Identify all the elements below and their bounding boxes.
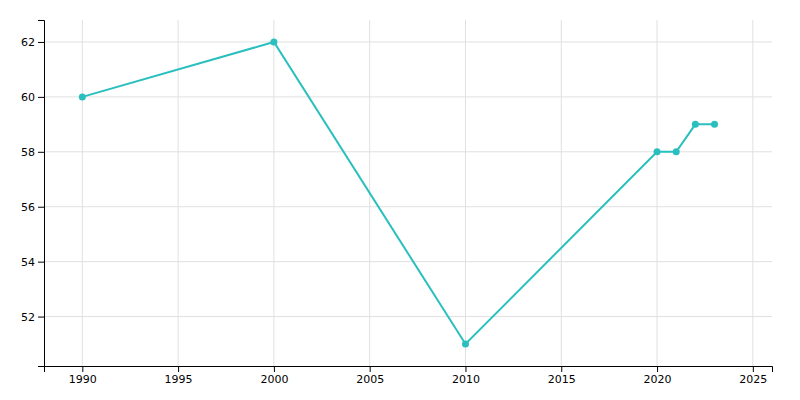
grid-line-x [465, 20, 466, 366]
grid-line-y [44, 316, 772, 317]
chart: 1990 1995 2000 2005 2010 2015 2020 2025 52 54 56 58… [0, 0, 800, 400]
x-axis: 1990 1995 2000 2005 2010 2015 2020 2025 [45, 366, 773, 386]
x-axis-line [45, 367, 773, 373]
point [462, 341, 469, 348]
grid-line-x [561, 20, 562, 366]
y-tick-label: 56 [21, 201, 35, 214]
x-tick-label: 2005 [356, 373, 384, 386]
x-tick-label: 2015 [548, 373, 576, 386]
grid-line-y [44, 261, 772, 262]
y-tick-label: 62 [21, 36, 35, 49]
y-tick-mark [38, 97, 44, 98]
grid-line-x [273, 20, 274, 366]
x-tick: 2015 [548, 366, 576, 386]
x-tick-label: 2000 [260, 373, 288, 386]
y-tick-mark [38, 42, 44, 43]
x-tick-mark [178, 366, 179, 372]
x-tick: 1995 [165, 366, 193, 386]
y-axis: 52 54 56 58 60 62 [21, 21, 45, 367]
y-tick: 60 [21, 91, 44, 104]
plot: 1990 1995 2000 2005 2010 2015 2020 2025 52 54 56 58… [21, 20, 773, 386]
y-tick: 54 [21, 256, 44, 269]
y-tick-mark [38, 152, 44, 153]
grid-line-y [44, 206, 772, 207]
y-tick-label: 52 [21, 311, 35, 324]
x-tick-mark [82, 366, 83, 372]
x-tick-label: 2020 [644, 373, 672, 386]
x-tick: 2005 [356, 366, 384, 386]
x-tick-mark [753, 366, 754, 372]
y-tick: 62 [21, 36, 44, 49]
y-axis-line [38, 21, 45, 367]
x-tick-label: 1995 [165, 373, 193, 386]
y-tick-mark [38, 317, 44, 318]
x-tick-mark [657, 366, 658, 372]
x-tick: 2020 [644, 366, 672, 386]
x-tick-mark [274, 366, 275, 372]
x-tick: 2025 [739, 366, 767, 386]
x-tick-mark [465, 366, 466, 372]
grid-line-y [44, 96, 772, 97]
grid-line-x [82, 20, 83, 366]
y-tick: 58 [21, 146, 44, 159]
point [711, 121, 718, 128]
grid-line-y [44, 41, 772, 42]
x-tick: 2010 [452, 366, 480, 386]
series [79, 38, 718, 347]
y-tick: 52 [21, 311, 44, 324]
point [79, 93, 86, 100]
point [692, 121, 699, 128]
point [654, 148, 661, 155]
x-tick: 2000 [260, 366, 288, 386]
grid-line-x [657, 20, 658, 366]
line [82, 42, 714, 344]
grid-line-x [178, 20, 179, 366]
y-tick-mark [38, 207, 44, 208]
y-tick-label: 54 [21, 256, 35, 269]
y-tick-label: 58 [21, 146, 35, 159]
grid [44, 20, 772, 366]
x-tick-label: 1990 [69, 373, 97, 386]
point [673, 148, 680, 155]
x-tick-mark [561, 366, 562, 372]
x-tick-label: 2025 [739, 373, 767, 386]
x-tick-mark [370, 366, 371, 372]
y-tick-label: 60 [21, 91, 35, 104]
y-tick: 56 [21, 201, 44, 214]
grid-line-x [752, 20, 753, 366]
point [270, 38, 277, 45]
y-tick-mark [38, 262, 44, 263]
x-tick-label: 2010 [452, 373, 480, 386]
x-tick: 1990 [69, 366, 97, 386]
